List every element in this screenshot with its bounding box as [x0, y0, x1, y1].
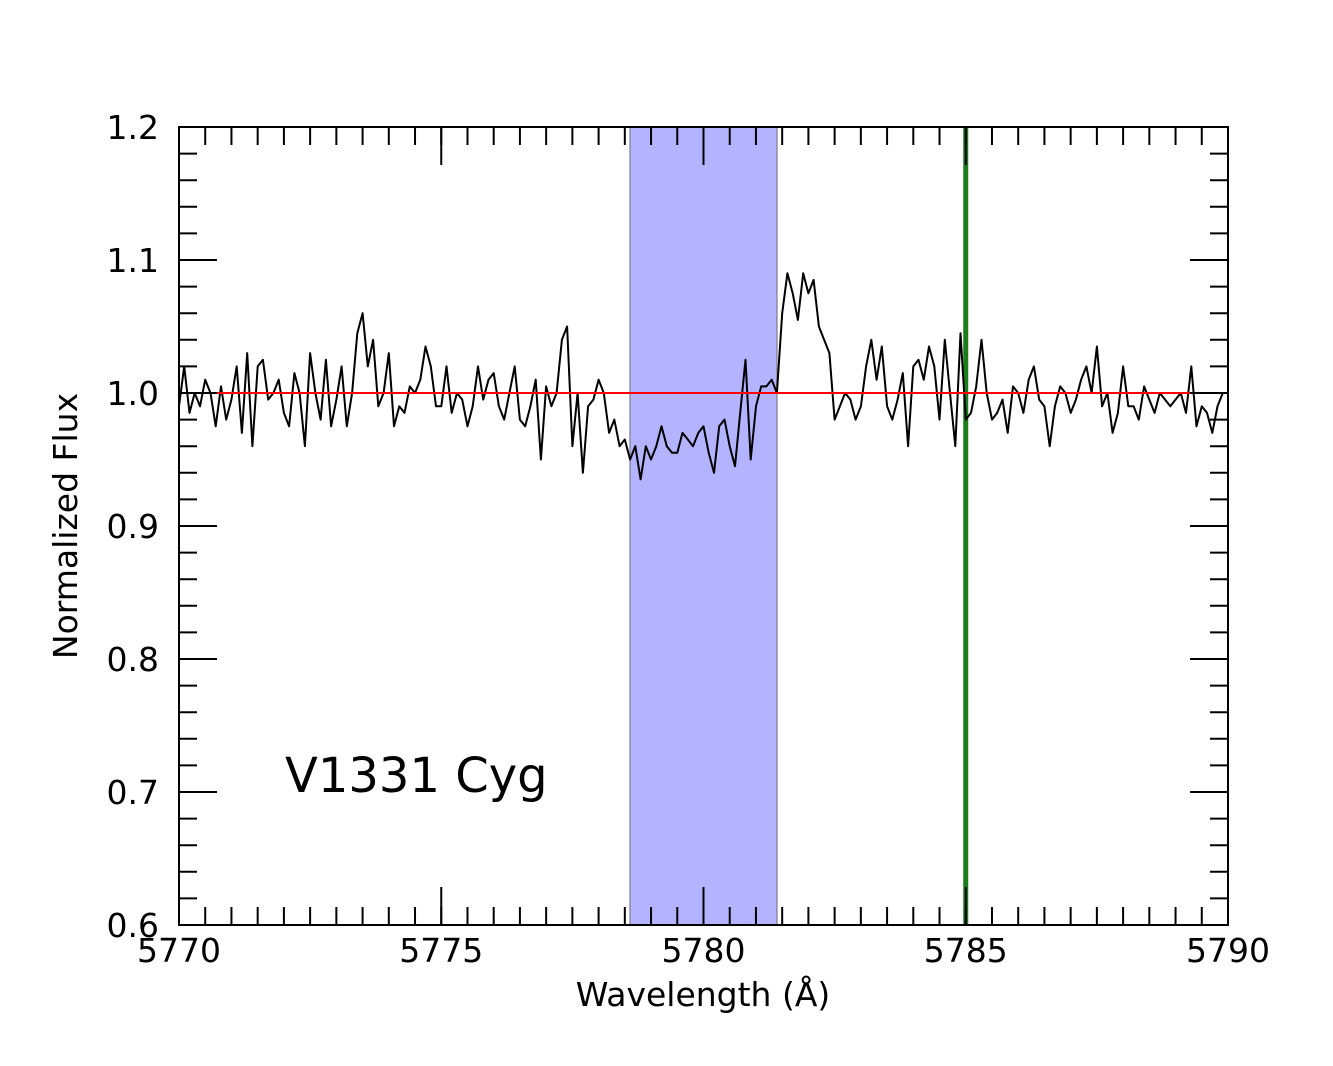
- x-tick-label: 5790: [1186, 931, 1270, 970]
- x-tick-label: 5775: [399, 931, 483, 970]
- spectrum-line: [178, 272, 1228, 481]
- y-tick-label: 0.7: [107, 773, 159, 812]
- y-tick-label: 0.9: [107, 507, 159, 546]
- y-tick-label: 1.1: [107, 241, 159, 280]
- plot-frame: [178, 126, 1229, 926]
- y-tick-label: 1.0: [107, 374, 159, 413]
- shaded-region: [630, 127, 777, 925]
- y-tick-label: 0.8: [107, 640, 159, 679]
- x-tick-label: 5770: [137, 931, 221, 970]
- x-tick-label: 5780: [662, 931, 746, 970]
- x-axis-label: Wavelength (Å): [576, 974, 831, 1014]
- y-tick-label: 1.2: [107, 108, 159, 147]
- x-tick-label: 5785: [924, 931, 1008, 970]
- y-axis-label: Normalized Flux: [46, 393, 85, 659]
- y-tick-label: 0.6: [107, 906, 159, 945]
- star-name-annotation: V1331 Cyg: [285, 748, 548, 804]
